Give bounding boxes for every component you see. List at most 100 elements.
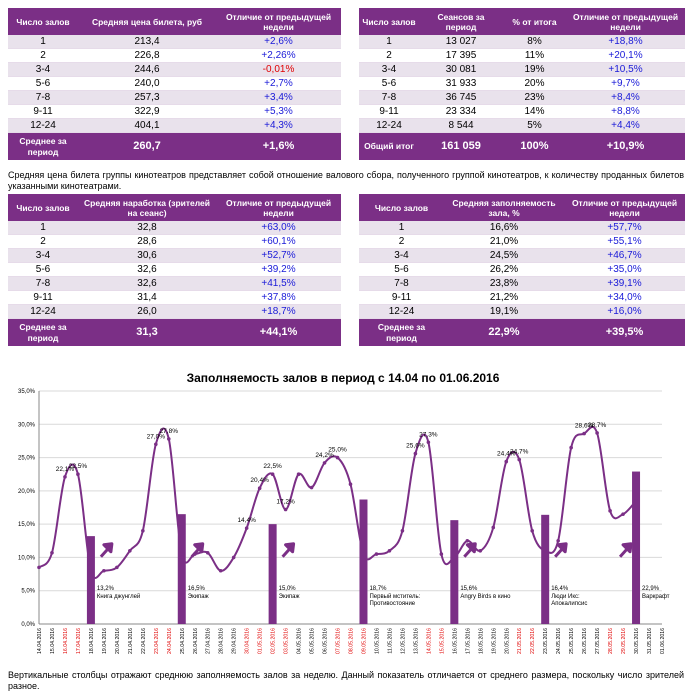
sessions-header-halls: Число залов	[359, 8, 419, 35]
x-tick-label: 22.04.2016	[141, 628, 147, 654]
x-tick-label: 15.05.2016	[439, 628, 445, 654]
x-tick-label: 10.05.2016	[374, 628, 380, 654]
table-footer-cell: 161 059	[419, 132, 503, 160]
bar	[86, 536, 95, 624]
point-labels: 22,1%22,5%27,0%27,8%14,4%20,4%22,5%17,2%…	[56, 422, 607, 524]
table-cell: 32,6	[78, 276, 216, 291]
price-header-value: Средняя цена билета, руб	[78, 8, 216, 35]
table-cell: +63,0%	[216, 221, 341, 235]
table-cell: -0,01%	[216, 62, 341, 77]
x-tick-label: 23.04.2016	[154, 628, 160, 654]
x-tick-label: 24.04.2016	[167, 628, 173, 654]
table-row: 9-11 31,4 +37,8%	[8, 290, 341, 305]
table-cell: +4,4%	[566, 118, 685, 133]
data-point	[478, 548, 483, 553]
table-cell: +8,8%	[566, 104, 685, 119]
x-tick-label: 16.04.2016	[63, 628, 69, 654]
table-cell: 7-8	[8, 90, 78, 105]
table-cell: 7-8	[359, 90, 419, 105]
table-cell: +39,1%	[564, 276, 685, 291]
table-row: 5-6 32,6 +39,2%	[8, 262, 341, 277]
data-point	[205, 550, 210, 555]
bars: 13,2%Книга джунглей 16,5% Экипаж 15,0% Экипа…	[86, 471, 670, 624]
bar-label: 16,5%	[188, 586, 206, 592]
data-point	[543, 548, 547, 553]
table-row: 2 21,0% +55,1%	[359, 234, 685, 249]
table-cell: 1	[359, 35, 419, 49]
data-point	[37, 565, 41, 570]
table-cell: 23,8%	[444, 276, 564, 291]
x-tick-label: 15.04.2016	[50, 628, 56, 654]
x-tick-label: 20.05.2016	[504, 628, 510, 654]
table-cell: 5%	[503, 118, 566, 133]
point-label: 24,2%	[315, 452, 334, 459]
chart-grid	[38, 390, 662, 625]
table-footer-cell: +44,1%	[216, 318, 341, 346]
table-row: 5-6 31 933 20% +9,7%	[359, 76, 685, 91]
x-tick-label: 05.05.2016	[310, 628, 316, 654]
output-header-halls: Число залов	[8, 194, 78, 221]
table-footer-cell: +10,9%	[566, 132, 685, 160]
data-point	[504, 459, 509, 464]
table-cell: 21,0%	[444, 234, 564, 249]
table-cell: 5-6	[8, 262, 78, 277]
table-cell: +39,2%	[216, 262, 341, 277]
data-point	[192, 552, 197, 556]
point-label: 24,7%	[510, 449, 529, 456]
table-cell: 19%	[503, 62, 566, 77]
table-row: 1 213,4 +2,6%	[8, 35, 341, 49]
output-table-body: 1 32,8 +63,0% 2 28,6 +60,1% 3-4 30,6 +52,7% 5-6 32…	[8, 221, 341, 346]
data-point	[348, 482, 353, 486]
x-tick-label: 07.05.2016	[336, 628, 342, 654]
table-cell: +2,26%	[216, 48, 341, 63]
table-footer-cell: Среднее за период	[8, 132, 78, 160]
table-row: 9-11 322,9 +5,3%	[8, 104, 341, 119]
data-point	[361, 552, 366, 556]
data-point	[439, 552, 444, 556]
table-cell: 9-11	[359, 290, 444, 305]
table-cell: +10,5%	[566, 62, 685, 77]
table-cell: +18,8%	[566, 35, 685, 49]
data-point	[387, 548, 392, 553]
y-tick-label: 20,0%	[18, 489, 36, 495]
table-cell: 32,8	[78, 221, 216, 235]
table-cell: 12-24	[8, 304, 78, 319]
table-cell: 1	[8, 35, 78, 49]
x-tick-label: 31.05.2016	[647, 628, 653, 654]
x-tick-label: 28.04.2016	[219, 628, 225, 654]
table-footer-cell: 22,9%	[444, 318, 564, 346]
table-footer-cell: Среднее за период	[8, 318, 78, 346]
arrows	[99, 542, 633, 558]
trend-arrow	[281, 542, 296, 558]
y-tick-label: 15,0%	[18, 522, 36, 528]
table-cell: 24,5%	[444, 248, 564, 263]
table-row: 3-4 24,5% +46,7%	[359, 248, 685, 263]
table-cell: +60,1%	[216, 234, 341, 249]
point-label: 25,6%	[406, 443, 425, 450]
point-label: 22,5%	[263, 463, 282, 470]
output-header-value: Средняя наработка (зрителей на сеанс)	[78, 194, 216, 221]
y-tick-label: 10,0%	[18, 555, 36, 561]
table-cell: +35,0%	[564, 262, 685, 277]
data-point	[569, 445, 573, 450]
data-point	[76, 472, 80, 477]
bar-film-label: Экипаж	[279, 594, 300, 600]
table-cell: 31,4	[78, 290, 216, 305]
sessions-header-share: % от итога	[503, 8, 566, 35]
table-row: 1 32,8 +63,0%	[8, 221, 341, 235]
table-cell: 11%	[503, 48, 566, 63]
table-cell: +2,6%	[216, 35, 341, 49]
bar-film-label: Люди Икс: Апокалипсис	[551, 594, 587, 607]
sessions-header-count: Сеансов за период	[419, 8, 503, 35]
x-tick-label: 21.05.2016	[517, 628, 523, 654]
data-point	[231, 555, 236, 560]
table-cell: 26,0	[78, 304, 216, 319]
table-cell: 20%	[503, 76, 566, 91]
bar-label: 13,2%	[97, 586, 115, 592]
occupancy-chart: Заполняемость залов в период с 14.04 по …	[18, 371, 670, 654]
table-cell: 23 334	[419, 104, 503, 119]
table-footer-cell: 260,7	[78, 132, 216, 160]
table-footer-row: Среднее за период 22,9% +39,5%	[359, 318, 685, 346]
table-row: 3-4 30,6 +52,7%	[8, 248, 341, 263]
data-point	[309, 485, 314, 490]
